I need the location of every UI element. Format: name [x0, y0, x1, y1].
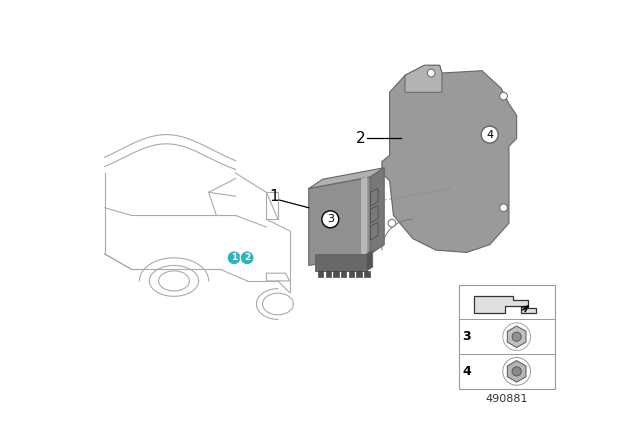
- Circle shape: [227, 251, 241, 265]
- Polygon shape: [474, 296, 536, 313]
- Circle shape: [388, 220, 396, 227]
- Polygon shape: [364, 271, 369, 277]
- Text: 4: 4: [462, 365, 471, 378]
- Text: 1: 1: [269, 189, 279, 204]
- Polygon shape: [315, 254, 367, 271]
- Polygon shape: [371, 222, 378, 240]
- Circle shape: [512, 332, 521, 341]
- Text: 3: 3: [462, 330, 471, 343]
- Text: 1: 1: [231, 253, 237, 263]
- Polygon shape: [371, 206, 378, 223]
- Text: 2: 2: [356, 131, 366, 146]
- Circle shape: [481, 126, 498, 143]
- Text: 490881: 490881: [486, 395, 528, 405]
- Bar: [459, 285, 555, 389]
- Circle shape: [240, 251, 254, 265]
- Polygon shape: [361, 177, 367, 255]
- Polygon shape: [371, 168, 384, 254]
- Polygon shape: [333, 271, 339, 277]
- Text: 4: 4: [486, 129, 493, 140]
- Polygon shape: [382, 65, 516, 252]
- Polygon shape: [349, 271, 354, 277]
- Polygon shape: [326, 271, 331, 277]
- Circle shape: [428, 69, 435, 77]
- Polygon shape: [367, 250, 372, 271]
- Polygon shape: [341, 271, 346, 277]
- Circle shape: [500, 92, 508, 100]
- Polygon shape: [308, 177, 371, 266]
- Polygon shape: [405, 65, 442, 92]
- Polygon shape: [371, 189, 378, 206]
- Polygon shape: [356, 271, 362, 277]
- Circle shape: [500, 204, 508, 211]
- Text: 2: 2: [244, 253, 250, 263]
- Polygon shape: [318, 271, 323, 277]
- Circle shape: [322, 211, 339, 228]
- Text: 3: 3: [327, 214, 334, 224]
- Polygon shape: [308, 168, 384, 189]
- Circle shape: [512, 367, 521, 376]
